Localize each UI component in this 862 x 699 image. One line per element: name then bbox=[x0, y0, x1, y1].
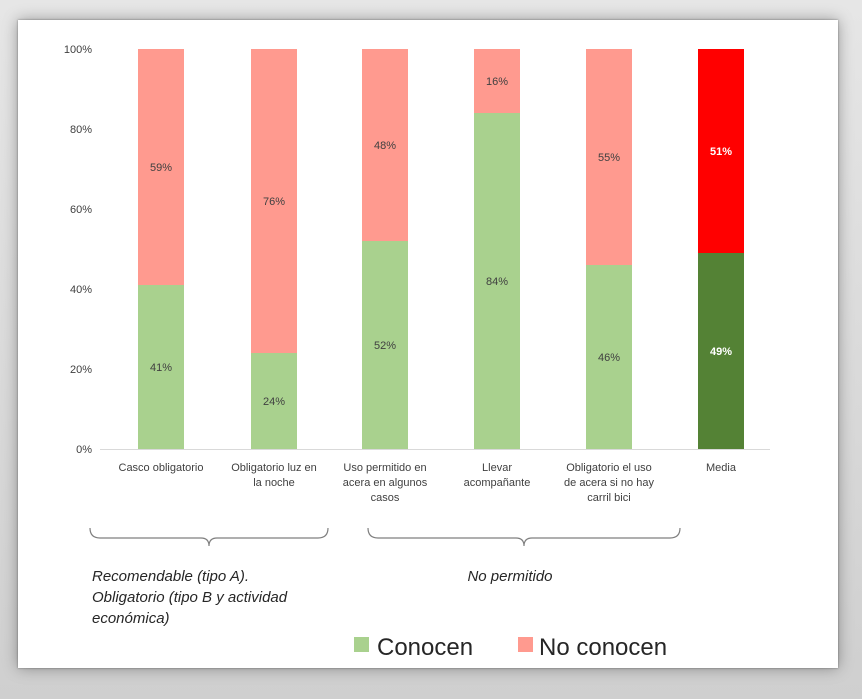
x-category-label: Obligatorio luz en la noche bbox=[231, 462, 317, 489]
x-category-label-line: Casco obligatorio bbox=[119, 462, 204, 474]
x-category-label: Media bbox=[706, 462, 737, 474]
group-annotations: Recomendable (tipo A). Obligatorio (tipo … bbox=[89, 527, 681, 627]
bar-no-conocen bbox=[698, 49, 744, 253]
x-category-label-line: acompañante bbox=[464, 477, 531, 489]
x-category-label-line: casos bbox=[371, 492, 400, 504]
x-category-label: Llevar acompañante bbox=[464, 462, 531, 489]
x-category-label-line: de acera si no hay bbox=[564, 477, 654, 489]
bar-conocen bbox=[698, 253, 744, 449]
y-tick-label: 40% bbox=[70, 284, 92, 296]
bars: 41% 59% 24% 76% 52% 48% 84% 16% 46% 55% 49% 51% bbox=[138, 49, 744, 449]
x-category-label-line: Obligatorio luz en bbox=[231, 462, 317, 474]
bar-conocen bbox=[586, 265, 632, 449]
bar-no-conocen bbox=[586, 49, 632, 265]
group-brace-no-permitido bbox=[367, 527, 681, 547]
data-label-no-conocen: 16% bbox=[486, 76, 508, 88]
data-label-no-conocen: 59% bbox=[150, 162, 172, 174]
x-category-label: Obligatorio el uso de acera si no hay carr… bbox=[564, 462, 654, 504]
data-label-conocen: 52% bbox=[374, 340, 396, 352]
x-category-label: Uso permitido en acera en algunos casos bbox=[343, 462, 428, 504]
data-label-conocen: 24% bbox=[263, 396, 285, 408]
data-label-no-conocen: 48% bbox=[374, 140, 396, 152]
data-label-no-conocen: 51% bbox=[710, 146, 732, 158]
x-category-label-line: carril bici bbox=[587, 492, 630, 504]
data-label-conocen: 84% bbox=[486, 276, 508, 288]
data-label-no-conocen: 55% bbox=[598, 152, 620, 164]
group-label-line: Obligatorio (tipo B y actividad bbox=[92, 589, 288, 606]
data-label-no-conocen: 76% bbox=[263, 196, 285, 208]
group-label-no-permitido: No permitido bbox=[467, 568, 552, 585]
bar-no-conocen bbox=[138, 49, 184, 285]
category-labels: Casco obligatorio Obligatorio luz en la no… bbox=[119, 462, 737, 504]
y-tick-label: 0% bbox=[76, 444, 92, 456]
legend-label-no-conocen: No conocen bbox=[539, 634, 667, 661]
y-axis: 0% 20% 40% 60% 80% 100% bbox=[64, 44, 770, 456]
x-category-label-line: Media bbox=[706, 462, 737, 474]
bar-conocen bbox=[474, 113, 520, 449]
legend-swatch-conocen bbox=[354, 637, 369, 652]
bar-conocen bbox=[138, 285, 184, 449]
y-tick-label: 80% bbox=[70, 124, 92, 136]
x-category-label: Casco obligatorio bbox=[119, 462, 204, 474]
legend: Conocen No conocen bbox=[354, 634, 667, 661]
bar-no-conocen bbox=[362, 49, 408, 241]
bar-no-conocen bbox=[474, 49, 520, 113]
bar-conocen bbox=[362, 241, 408, 449]
y-tick-label: 20% bbox=[70, 364, 92, 376]
bar-conocen bbox=[251, 353, 297, 449]
group-label-line: Recomendable (tipo A). bbox=[92, 568, 249, 585]
group-label-recomendable: Recomendable (tipo A). Obligatorio (tipo … bbox=[92, 568, 288, 627]
x-category-label-line: la noche bbox=[253, 477, 295, 489]
legend-swatch-no-conocen bbox=[518, 637, 533, 652]
x-category-label-line: acera en algunos bbox=[343, 477, 428, 489]
y-tick-label: 100% bbox=[64, 44, 92, 56]
data-label-conocen: 41% bbox=[150, 362, 172, 374]
group-brace-recomendable bbox=[89, 527, 329, 547]
x-category-label-line: Llevar bbox=[482, 462, 512, 474]
legend-label-conocen: Conocen bbox=[377, 634, 473, 661]
group-label-line: económica) bbox=[92, 610, 170, 627]
bar-no-conocen bbox=[251, 49, 297, 353]
x-category-label-line: Uso permitido en bbox=[343, 462, 426, 474]
data-label-conocen: 49% bbox=[710, 346, 732, 358]
x-category-label-line: Obligatorio el uso bbox=[566, 462, 652, 474]
data-label-conocen: 46% bbox=[598, 352, 620, 364]
y-tick-label: 60% bbox=[70, 204, 92, 216]
